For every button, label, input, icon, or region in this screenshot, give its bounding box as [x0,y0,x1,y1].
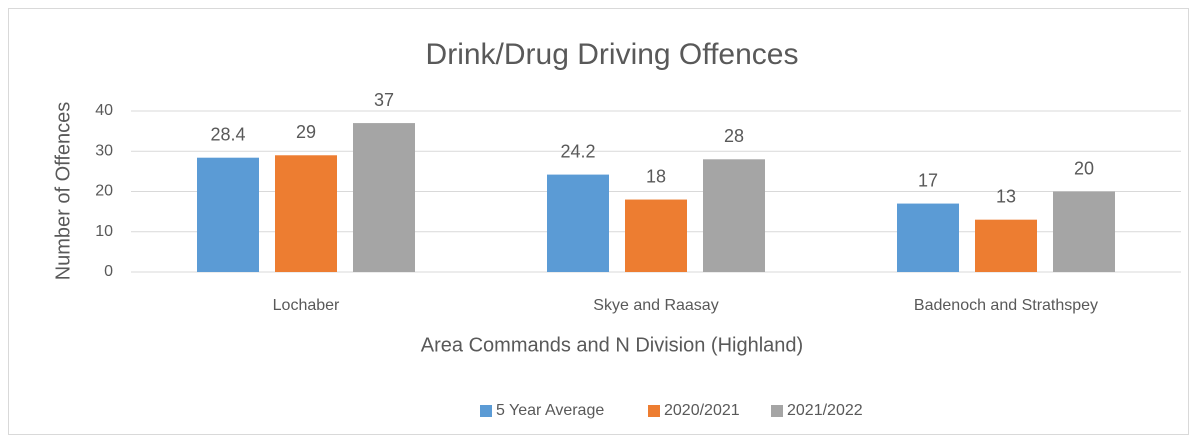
bar [1053,191,1115,272]
y-tick-label: 0 [104,263,113,280]
bar [353,123,415,272]
legend-label: 2020/2021 [664,402,740,419]
data-label: 13 [996,186,1016,206]
y-tick-label: 40 [95,102,113,119]
y-tick-label: 20 [95,183,113,200]
x-tick-label: Skye and Raasay [593,297,718,314]
data-label: 37 [374,90,394,110]
bar [625,199,687,272]
y-tick-label: 30 [95,142,113,159]
legend-label: 2021/2022 [787,402,863,419]
y-axis-label: Number of Offences [52,102,74,281]
x-tick-label: Lochaber [273,297,340,314]
bar [275,155,337,272]
data-label: 24.2 [560,141,595,161]
data-label: 17 [918,170,938,190]
x-axis-label: Area Commands and N Division (Highland) [421,334,803,356]
chart-title: Drink/Drug Driving Offences [426,38,799,71]
bar [897,203,959,272]
legend-swatch [648,405,660,417]
bar [975,219,1037,272]
data-label: 28 [724,126,744,146]
legend-swatch [480,405,492,417]
legend-label: 5 Year Average [496,402,604,419]
bar [547,174,609,272]
data-label: 29 [296,122,316,142]
y-tick-label: 10 [95,223,113,240]
data-label: 20 [1074,158,1094,178]
bar [197,157,259,272]
data-label: 28.4 [210,124,245,144]
bar [703,159,765,272]
legend-swatch [771,405,783,417]
data-label: 18 [646,166,666,186]
x-tick-label: Badenoch and Strathspey [914,297,1098,314]
